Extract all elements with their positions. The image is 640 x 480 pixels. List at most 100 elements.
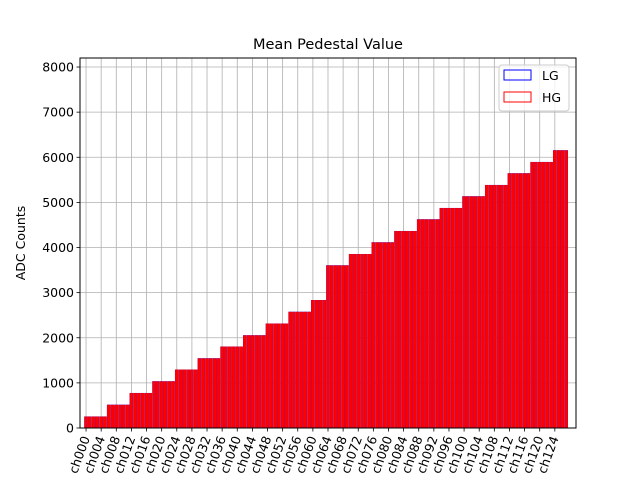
bar-hg [409,231,413,429]
bar-hg [390,242,394,429]
bar-hg [530,162,534,429]
bar-hg [371,242,376,429]
bar-hg [144,393,149,429]
bar-hg [352,254,357,429]
bar-hg [250,335,255,429]
bar-hg [545,162,549,429]
bar-hg [299,311,304,429]
legend-label-hg: HG [542,90,561,105]
bar-hg [220,346,224,429]
bar-hg [485,185,489,429]
bar-hg [159,381,164,429]
bar-hg [534,162,538,429]
bar-hg [186,369,190,429]
bar-hg [515,173,519,429]
bar-hg [280,323,285,429]
y-tick-label: 6000 [42,150,74,165]
bar-hg [405,231,410,429]
bar-hg [560,150,565,429]
bar-hg [224,346,228,429]
bar-hg [492,185,497,429]
bar-hg [318,300,323,429]
bar-hg [330,265,334,429]
bar-hg [522,173,527,429]
y-tick-label: 1000 [42,375,74,390]
y-tick-label: 3000 [42,285,74,300]
bar-hg [167,381,171,429]
bar-hg [341,265,345,429]
bar-hg [333,265,338,429]
bar-hg [246,335,251,429]
bar-hg [382,242,387,429]
bar-hg [303,311,308,429]
bar-hg [473,196,478,429]
bar-hg [152,381,156,429]
bar-hg [205,358,209,429]
legend-swatch-lg [503,69,532,81]
legend-swatch-hg [503,91,532,103]
bar-hg [197,358,202,429]
bar-hg [466,196,470,429]
bar-hg [356,254,360,429]
bar-hg [503,185,508,429]
y-tick-label: 7000 [42,105,74,120]
bar-hg [394,231,398,429]
bar-hg [243,335,247,429]
bar-hg [507,173,512,429]
bar-hg [451,208,455,429]
y-tick-label: 2000 [42,330,74,345]
bar-hg [488,185,493,429]
bar-hg [212,358,217,429]
chart-title: Mean Pedestal Value [253,37,403,53]
bar-hg [526,173,531,429]
bar-hg [178,369,183,429]
bar-hg [322,300,326,429]
bar-hg [114,404,119,429]
bar-hg [541,162,546,429]
bar-hg [175,369,179,429]
bar-hg [447,208,451,429]
bar-hg [296,311,300,429]
bar-hg [420,219,425,429]
y-axis-label: ADC Counts [13,206,28,281]
bar-hg [258,335,262,429]
bar-hg [95,416,100,429]
bar-hg [511,173,515,429]
bar-hg [519,173,523,429]
bar-hg [462,196,466,429]
bar-hg [481,196,485,429]
y-tick-label: 5000 [42,195,74,210]
bar-hg [265,323,270,429]
bar-hg [314,300,319,429]
bar-hg [288,311,292,429]
bar-hg [454,208,459,429]
bar-hg [469,196,474,429]
bar-hg [182,369,187,429]
bar-hg [428,219,432,429]
bar-hg [91,416,96,429]
bar-hg [537,162,542,429]
bar-hg [84,416,88,429]
bar-hg [163,381,168,429]
bar-hg [424,219,429,429]
bar-hg [496,185,500,429]
bar-hg [227,346,232,429]
bar-hg [118,404,122,429]
bar-hg [337,265,342,429]
bar-hg [553,150,557,429]
y-tick-label: 4000 [42,240,74,255]
bar-hg [201,358,205,429]
bar-hg [156,381,160,429]
bar-hg [107,404,111,429]
legend-frame [498,64,570,112]
legend: LG HG [498,64,570,112]
bar-hg [500,185,504,429]
bar-hg [360,254,364,429]
bar-hg [122,404,126,429]
bar-hg [269,323,274,429]
bar-hg [137,393,141,429]
bar-hg [209,358,213,429]
bar-hg [443,208,447,429]
bar-hg [364,254,368,429]
